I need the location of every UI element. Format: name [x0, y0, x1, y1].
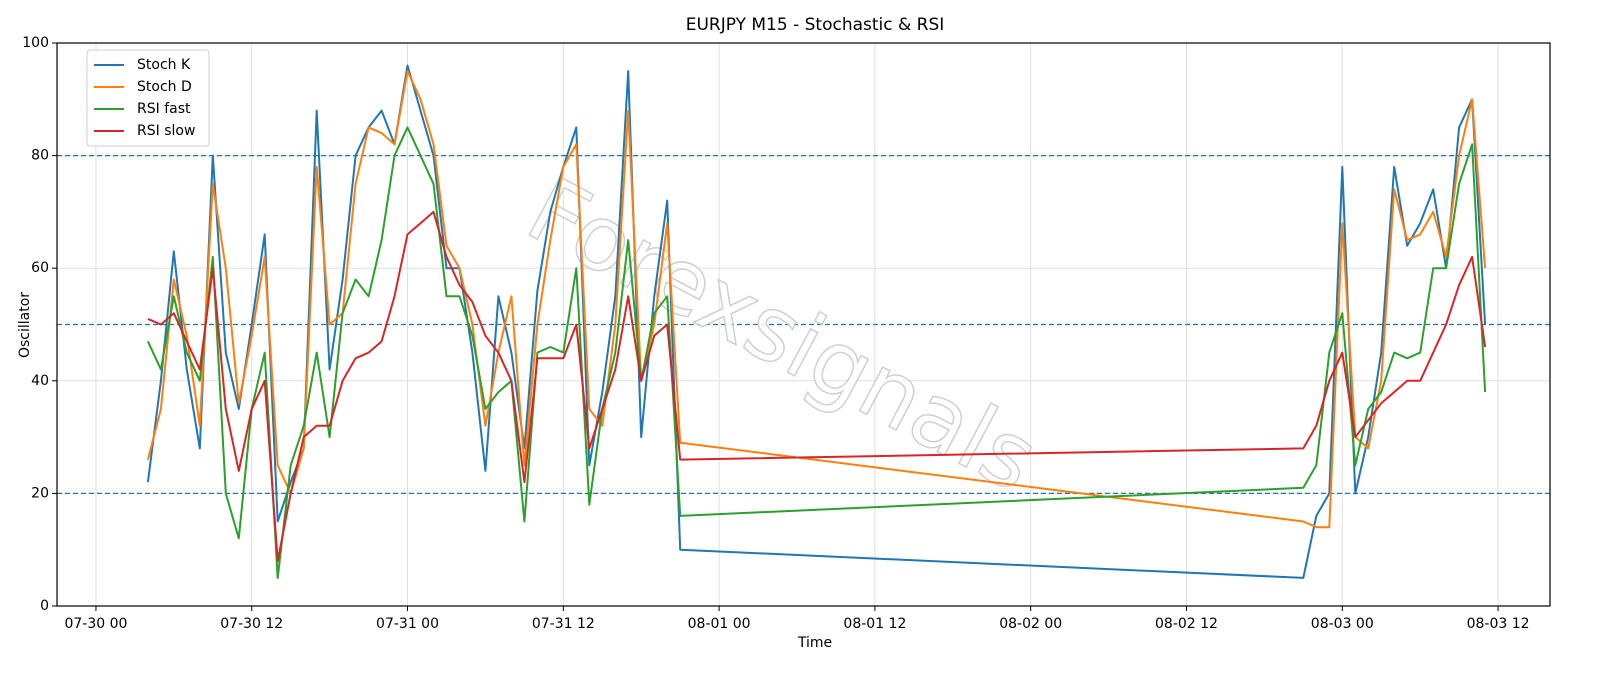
legend-label: Stoch D	[137, 79, 192, 95]
y-tick-label: 100	[22, 35, 49, 51]
legend-box	[86, 49, 210, 147]
legend-label: RSI slow	[137, 123, 195, 139]
x-tick-label: 08-02 00	[999, 616, 1062, 632]
x-tick-label: 08-03 00	[1311, 616, 1374, 632]
x-tick-label: 07-31 12	[532, 616, 595, 632]
plot-frame	[56, 42, 1551, 607]
y-tick-label: 20	[31, 485, 49, 501]
x-tick-label: 08-03 12	[1467, 616, 1530, 632]
y-tick-label: 40	[31, 373, 49, 389]
y-tick-label: 60	[31, 260, 49, 276]
series-line	[147, 210, 1487, 562]
x-tick-label: 07-30 00	[64, 616, 127, 632]
x-tick-label: 07-30 12	[220, 616, 283, 632]
x-tick-label: 08-02 12	[1155, 616, 1218, 632]
chart-title: EURJPY M15 - Stochastic & RSI	[686, 15, 945, 35]
x-tick-label: 08-01 00	[688, 616, 751, 632]
legend-label: RSI fast	[137, 101, 191, 117]
x-axis-label: Time	[797, 635, 832, 651]
y-tick-label: 0	[40, 598, 49, 614]
y-axis-label: Oscillator	[17, 292, 33, 358]
legend-label: Stoch K	[137, 57, 191, 73]
x-tick-label: 07-31 00	[376, 616, 439, 632]
series-line	[146, 70, 1487, 529]
watermark: Forexsignals	[511, 158, 1054, 513]
y-tick-label: 80	[31, 148, 49, 164]
x-tick-label: 08-01 12	[843, 616, 906, 632]
